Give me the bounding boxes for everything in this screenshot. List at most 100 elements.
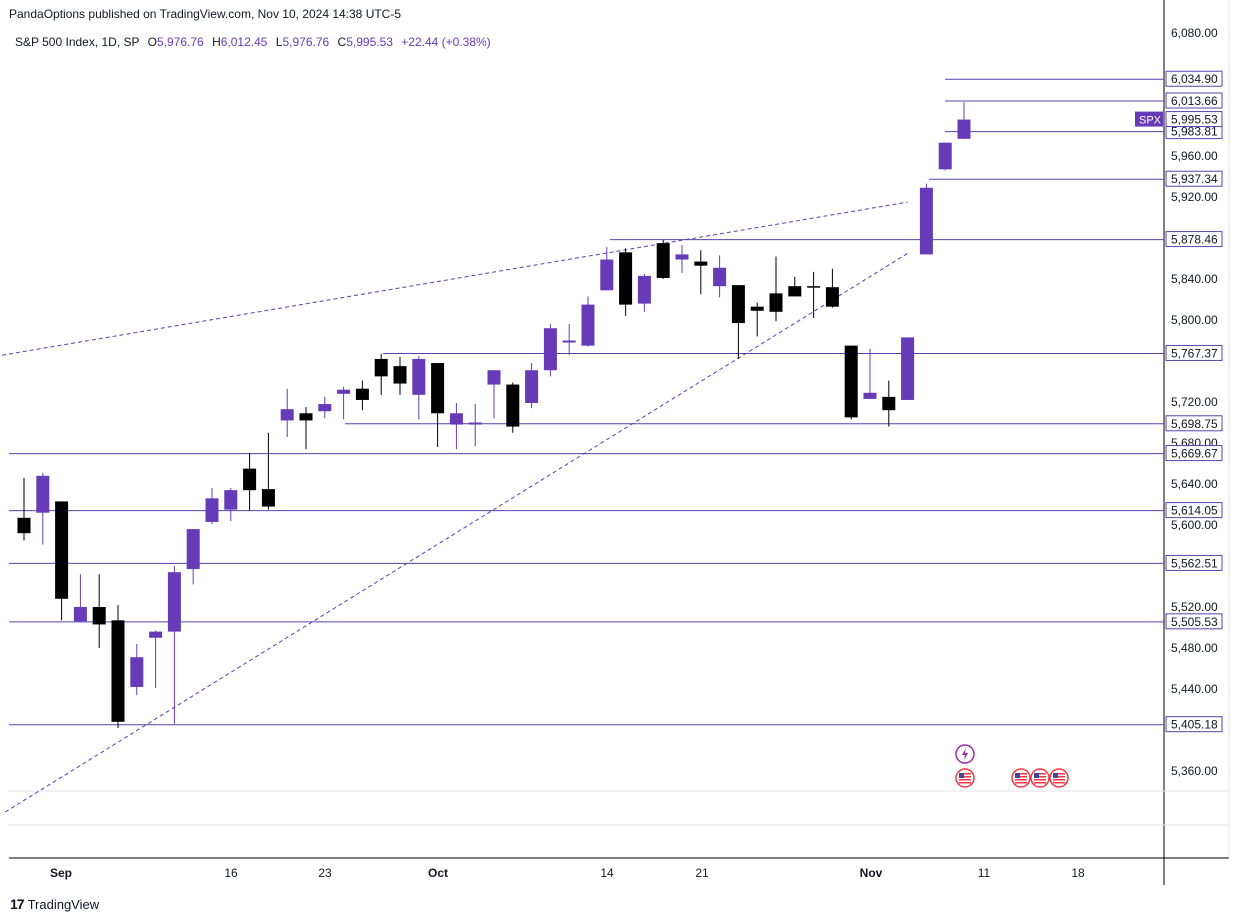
candle-2024-11-05[interactable] xyxy=(901,337,915,400)
candle-2024-09-18[interactable] xyxy=(261,432,275,510)
candle-2024-09-20[interactable] xyxy=(299,407,313,450)
candle-2024-09-24[interactable] xyxy=(337,386,351,420)
y-tick-label: 5,600.00 xyxy=(1171,518,1218,532)
level-label-text: 5,767.37 xyxy=(1171,346,1218,360)
candle-body xyxy=(261,489,275,507)
x-tick-label: 23 xyxy=(318,866,332,880)
x-tick-label: Sep xyxy=(50,866,72,880)
candle-body xyxy=(863,392,877,399)
candle-body xyxy=(186,529,200,570)
candle-2024-09-05[interactable] xyxy=(92,574,106,648)
candle-body xyxy=(619,252,633,305)
candle-body xyxy=(525,370,539,404)
candle-2024-10-18[interactable] xyxy=(675,245,689,273)
candle-2024-10-09[interactable] xyxy=(543,324,557,377)
trendline-2[interactable] xyxy=(4,252,908,813)
candle-2024-11-04[interactable] xyxy=(882,380,896,427)
candle-body xyxy=(55,501,69,599)
candle-2024-11-06[interactable] xyxy=(919,183,933,255)
level-label: 6,034.90 xyxy=(1165,70,1223,87)
candle-2024-10-07[interactable] xyxy=(506,382,520,433)
candle-2024-11-01[interactable] xyxy=(863,348,877,399)
candle-2024-08-29[interactable] xyxy=(17,477,31,541)
legend-high-value: 6,012.45 xyxy=(221,35,268,49)
candle-2024-10-03[interactable] xyxy=(468,404,482,447)
price-axis[interactable]: 5,360.00 5,440.00 5,480.00 5,520.00 5,600.00… xyxy=(1135,26,1223,778)
level-label: 5,405.18 xyxy=(1165,716,1223,733)
y-tick-label: 5,960.00 xyxy=(1171,149,1218,163)
candle-2024-11-07[interactable] xyxy=(938,142,952,171)
symbol-badge-text: SPX xyxy=(1139,115,1162,127)
candle-2024-10-22[interactable] xyxy=(713,255,727,298)
candle-2024-10-24[interactable] xyxy=(750,302,764,337)
candle-2024-08-30[interactable] xyxy=(36,472,50,545)
candle-2024-10-21[interactable] xyxy=(694,250,708,295)
candle-body xyxy=(901,337,915,400)
candle-2024-09-23[interactable] xyxy=(318,396,332,419)
candle-2024-10-29[interactable] xyxy=(807,271,821,318)
candle-2024-09-03[interactable] xyxy=(55,501,69,621)
candle-2024-10-17[interactable] xyxy=(656,240,670,279)
candle-2024-09-10[interactable] xyxy=(149,630,163,688)
candle-body xyxy=(17,517,31,534)
candle-2024-09-19[interactable] xyxy=(280,388,294,437)
us-flag-icon[interactable] xyxy=(1030,768,1050,788)
candle-2024-09-04[interactable] xyxy=(73,574,87,623)
dividend-bolt-icon[interactable] xyxy=(955,744,975,764)
y-tick-label: 5,640.00 xyxy=(1171,477,1218,491)
us-flag-icon[interactable] xyxy=(955,768,975,788)
legend-high-label: H xyxy=(212,35,221,49)
candle-2024-09-12[interactable] xyxy=(186,529,200,585)
level-label: 5,669.67 xyxy=(1165,445,1223,462)
level-label-text: 5,614.05 xyxy=(1171,504,1218,518)
candle-2024-10-10[interactable] xyxy=(562,324,576,355)
us-flag-icon[interactable] xyxy=(1049,768,1069,788)
candle-2024-09-17[interactable] xyxy=(243,453,257,511)
tradingview-logo[interactable]: 17 TradingView xyxy=(10,896,99,912)
trendline-1[interactable] xyxy=(0,201,908,361)
candle-2024-09-16[interactable] xyxy=(224,488,238,521)
candle-2024-09-26[interactable] xyxy=(374,353,388,395)
candle-2024-10-28[interactable] xyxy=(788,276,802,297)
time-axis[interactable]: Sep 16 23 Oct 14 21 Nov 11 18 xyxy=(50,866,1085,880)
candle-body xyxy=(374,358,388,377)
candle-2024-09-09[interactable] xyxy=(130,643,144,696)
candle-2024-10-11[interactable] xyxy=(581,296,595,347)
candle-2024-10-08[interactable] xyxy=(525,363,539,409)
candle-body xyxy=(882,396,896,411)
level-label-text: 5,562.51 xyxy=(1171,556,1218,570)
candle-2024-10-25[interactable] xyxy=(769,256,783,322)
candle-body xyxy=(299,413,313,421)
candle-2024-10-23[interactable] xyxy=(731,285,745,359)
candle-body xyxy=(243,468,257,491)
us-flag-icon[interactable] xyxy=(1011,768,1031,788)
x-tick-label: 18 xyxy=(1071,866,1085,880)
candle-body xyxy=(637,275,651,304)
candle-2024-10-16[interactable] xyxy=(637,273,651,312)
legend-symbol: S&P 500 Index, 1D, SP xyxy=(15,35,140,49)
level-label-text: 5,669.67 xyxy=(1171,447,1218,461)
candle-2024-09-27[interactable] xyxy=(393,356,407,395)
candle-2024-10-15[interactable] xyxy=(619,248,633,316)
candle-2024-10-14[interactable] xyxy=(600,247,614,291)
candle-2024-09-13[interactable] xyxy=(205,488,219,524)
level-label-text: 6,013.66 xyxy=(1171,94,1218,108)
candle-2024-09-25[interactable] xyxy=(355,380,369,411)
candle-body xyxy=(844,345,858,418)
y-tick-label: 5,440.00 xyxy=(1171,682,1218,696)
candle-2024-10-30[interactable] xyxy=(825,268,839,308)
candle-2024-10-04[interactable] xyxy=(487,370,501,419)
candle-body xyxy=(280,409,294,421)
level-label-text: 5,698.75 xyxy=(1171,417,1218,431)
candle-2024-10-01[interactable] xyxy=(431,363,445,448)
current-price-text: 5,995.53 xyxy=(1171,113,1218,127)
legend-low-label: L xyxy=(276,35,283,49)
candle-body xyxy=(562,340,576,343)
candle-2024-09-06[interactable] xyxy=(111,604,125,728)
candle-2024-09-11[interactable] xyxy=(167,566,181,724)
candle-2024-10-02[interactable] xyxy=(449,403,463,450)
candle-2024-10-31[interactable] xyxy=(844,345,858,420)
candle-2024-11-08[interactable] xyxy=(957,102,971,139)
candle-2024-09-30[interactable] xyxy=(412,355,426,420)
